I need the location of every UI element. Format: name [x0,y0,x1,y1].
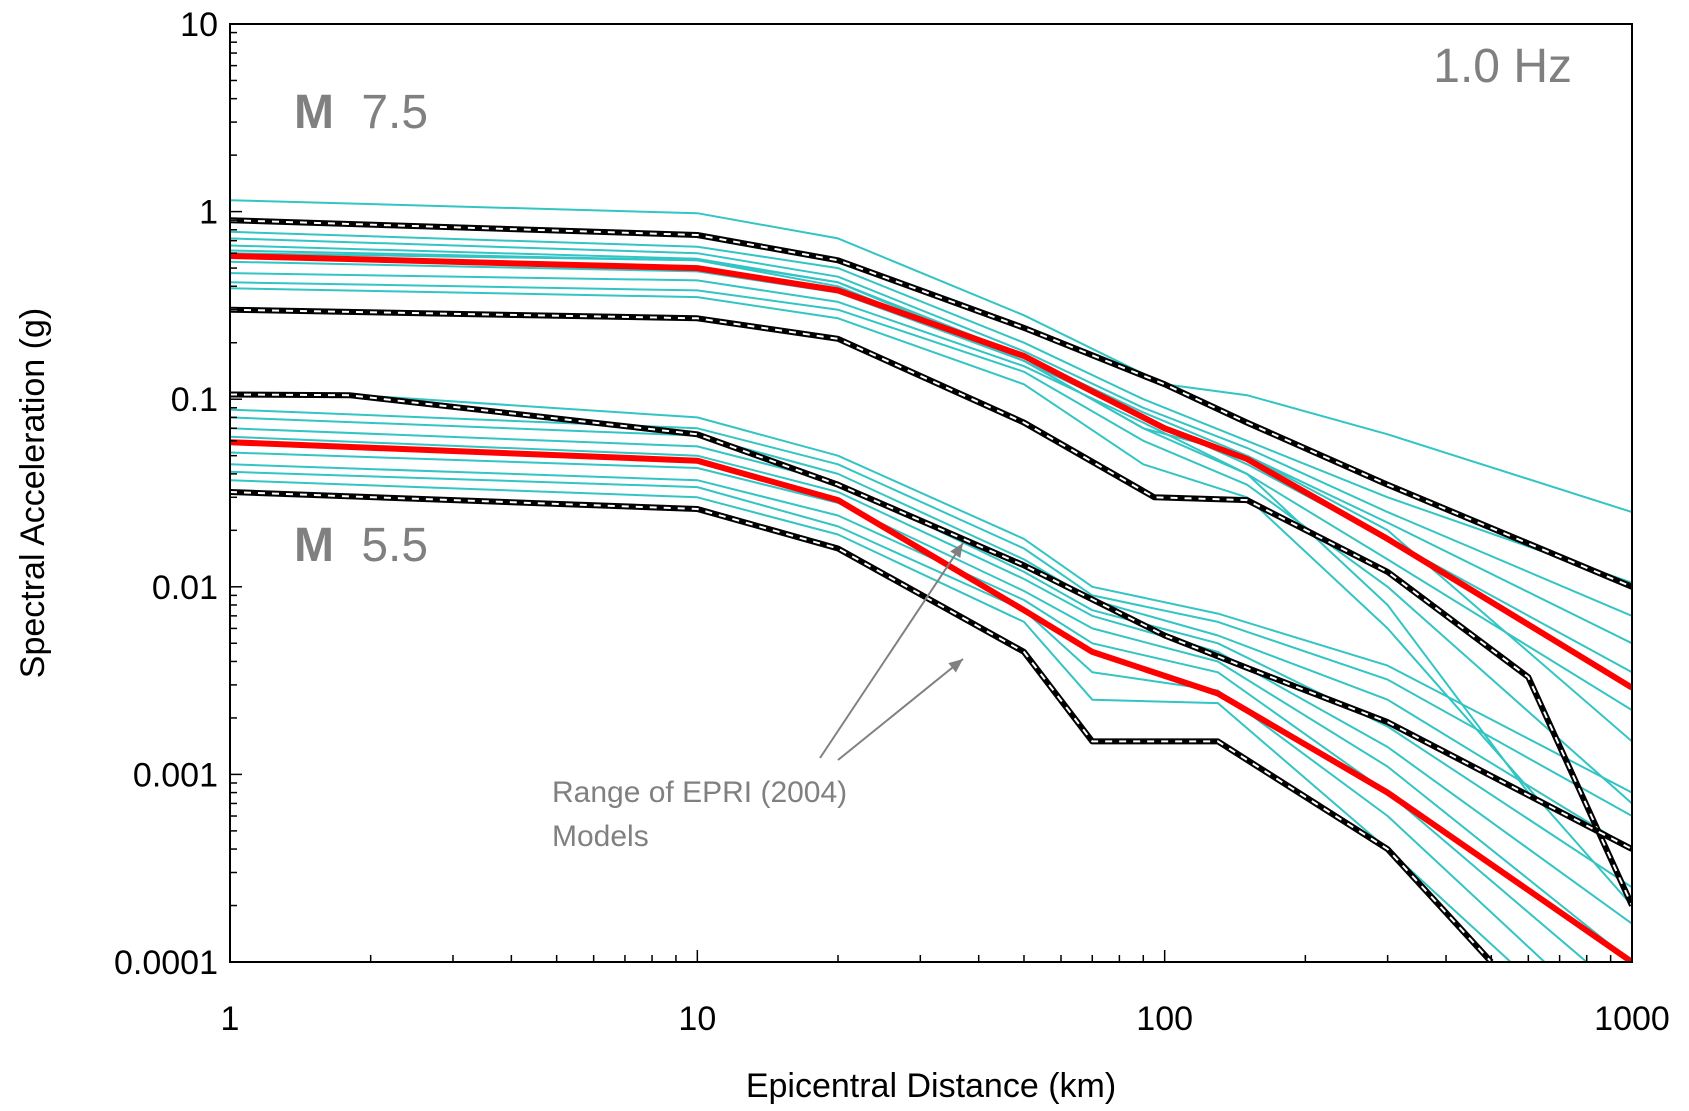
magnitude-5-5-label: M 5.5 [294,519,428,572]
arrow-head [950,543,963,558]
series-5-5-model-19 [230,470,1546,962]
series-5-5-model-18 [230,463,1588,962]
bound-dash-overlay [230,491,1493,962]
arrow-head [948,659,963,673]
y-tick-label: 0.0001 [114,944,218,982]
magnitude-letter: M [294,519,334,572]
series-layer [230,199,1632,962]
magnitude-7-5-label: M 7.5 [294,86,428,139]
series-5-5-model-21 [370,395,1632,794]
annotation-arrow [837,658,964,761]
series-5-5-upper-22 [230,391,1632,852]
series-5-5-model-20 [230,479,1512,962]
y-axis-title: Spectral Acceleration (g) [14,308,52,678]
x-tick-label: 10 [678,1000,716,1038]
bound-dash-overlay [230,393,1632,850]
magnitude-value: 7.5 [361,86,428,139]
series-5-5-model-16 [230,435,1632,925]
y-tick-label: 10 [180,6,218,44]
x-tick-label: 1000 [1594,1000,1670,1038]
series-7-5-model-7 [230,287,1632,907]
x-axis-title: Epicentral Distance (km) [746,1067,1116,1105]
series-7-5-model-0 [230,199,1632,514]
y-tick-label: 0.01 [152,569,218,607]
bound-dash-overlay [230,219,1632,588]
series-7-5-model-5 [230,272,1632,712]
series-7-5-median-11 [230,253,1632,691]
series-7-5-model-2 [230,237,1632,617]
annotation-arrow [819,542,964,759]
range-note: Range of EPRI (2004) Models [552,542,964,853]
bound-dash-overlay [230,308,1632,906]
y-tick-label: 1 [199,194,218,232]
frequency-label: 1.0 Hz [1433,40,1572,93]
y-tick-label: 0.001 [133,756,218,794]
y-tick-label: 0.1 [171,381,218,419]
x-tick-label: 1 [221,1000,240,1038]
series-7-5-model-9 [230,249,1632,743]
series-7-5-model-6 [230,281,1632,805]
range-note-line-1: Range of EPRI (2004) [552,776,847,809]
plot-area [229,23,1633,963]
x-tick-label: 100 [1136,1000,1193,1038]
range-note-line-2: Models [552,820,649,853]
magnitude-value: 5.5 [361,519,428,572]
series-5-5-model-17 [230,451,1632,962]
series-5-5-model-14 [230,416,1632,850]
series-5-5-model-13 [230,408,1632,817]
series-7-5-model-1 [230,230,1632,584]
series-5-5-median-23 [230,439,1632,962]
magnitude-letter: M [294,86,334,139]
